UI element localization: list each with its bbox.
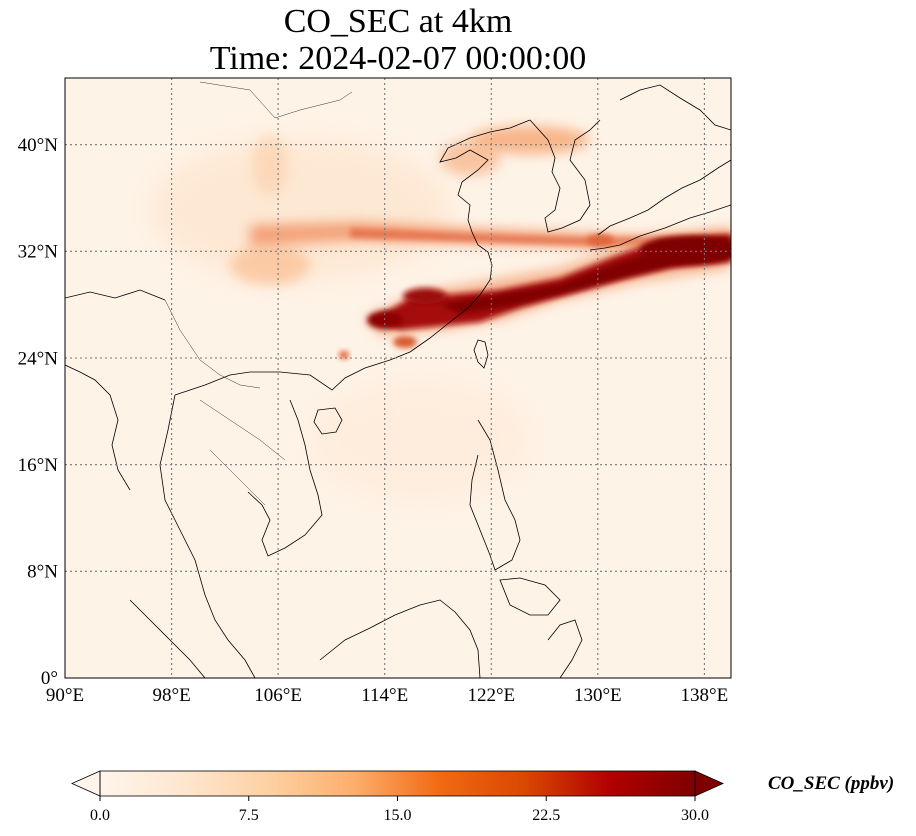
coast-korea (529, 119, 601, 233)
colorbar-tick-label: 7.5 (239, 807, 259, 824)
plume-spot-3 (393, 336, 417, 348)
colorbar-tick-label: 22.5 (532, 807, 560, 824)
plume-tail-east (640, 236, 731, 264)
colorbar-extend-min (71, 770, 101, 797)
lon-tick-label: 106°E (254, 685, 302, 706)
colorbar: 0.0 7.5 15.0 22.5 30.0 CO_SEC (ppbv) (71, 770, 894, 824)
lon-axis-labels: 90°E 98°E 106°E 114°E 122°E 130°E 138°E (46, 685, 728, 706)
coast-philippines (469, 419, 561, 616)
lat-tick-label: 8°N (27, 562, 58, 583)
map-title: CO_SEC at 4km (283, 3, 513, 40)
coast-borneo (319, 599, 481, 678)
lat-axis-labels: 0° 8°N 16°N 24°N 32°N 40°N (18, 135, 59, 689)
coast-sulawesi (547, 619, 583, 678)
lon-tick-label: 98°E (152, 685, 190, 706)
border-mongolia (199, 81, 353, 119)
plume-spot-2 (403, 288, 447, 304)
lat-tick-label: 0° (41, 668, 58, 689)
map-panel: 90°E 98°E 106°E 114°E 122°E 130°E 138°E … (18, 77, 732, 706)
map-frame (64, 77, 732, 679)
coast-myanmar (65, 364, 131, 491)
lat-tick-label: 24°N (18, 349, 59, 370)
coast-hainan (313, 407, 343, 435)
map-time-subtitle: Time: 2024-02-07 00:00:00 (209, 40, 587, 77)
concentration-field (65, 81, 731, 678)
colorbar-ticks (99, 796, 696, 801)
coast-sumatra (129, 599, 206, 678)
lon-tick-label: 114°E (361, 685, 408, 706)
lat-tick-label: 32°N (18, 242, 59, 263)
colorbar-tick-label: 15.0 (384, 807, 412, 824)
border-indochina (164, 299, 286, 506)
plume-spot-4 (339, 351, 349, 359)
coast-japan (589, 84, 731, 251)
lon-tick-label: 122°E (467, 685, 515, 706)
coast-india (65, 289, 166, 301)
haze-north-china (150, 140, 450, 280)
coastlines (65, 84, 731, 678)
colorbar-tick-label: 0.0 (90, 807, 110, 824)
colorbar-extend-max (694, 770, 724, 797)
colorbar-label: CO_SEC (ppbv) (768, 773, 894, 794)
coast-thailand-malaysia (159, 394, 256, 678)
coast-vietnam (247, 399, 323, 557)
haze-bohai (440, 140, 500, 176)
haze-korea (470, 126, 590, 154)
lat-tick-label: 16°N (18, 455, 59, 476)
haze-west (230, 245, 310, 285)
haze-south-sea (310, 380, 530, 500)
colorbar-tick-label: 30.0 (681, 807, 709, 824)
lon-tick-label: 138°E (681, 685, 729, 706)
lat-tick-label: 40°N (18, 135, 59, 156)
coast-china-east (174, 119, 531, 396)
plume-spot-5 (586, 234, 614, 246)
lon-tick-label: 90°E (46, 685, 84, 706)
haze-upper-west (252, 135, 288, 195)
borders (164, 81, 353, 506)
plume-band-33n-core (350, 228, 731, 246)
colorbar-gradient (100, 771, 695, 796)
lon-tick-label: 130°E (574, 685, 622, 706)
coast-taiwan (473, 339, 489, 369)
gridlines (65, 78, 731, 678)
